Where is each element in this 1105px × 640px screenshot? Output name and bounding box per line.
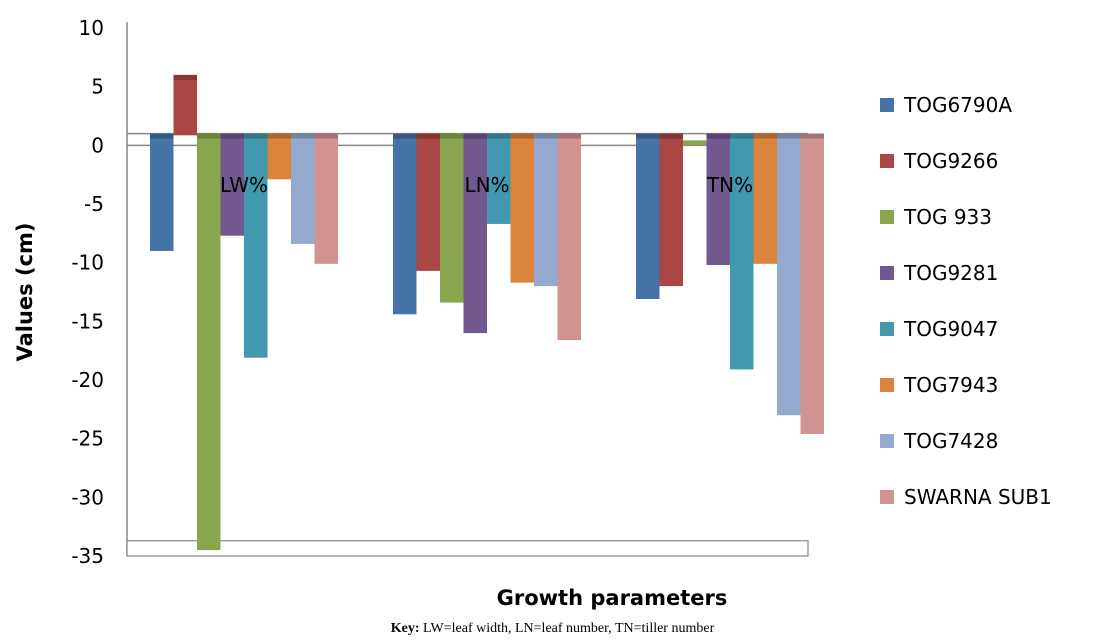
bar <box>777 133 801 416</box>
y-tick-label: 0 <box>91 133 104 157</box>
x-axis-title: Growth parameters <box>497 586 728 610</box>
legend-label: TOG 933 <box>903 205 992 229</box>
bar <box>314 133 338 264</box>
legend-label: TOG6790A <box>903 93 1012 117</box>
bar <box>487 133 511 224</box>
bar-top <box>487 133 511 139</box>
legend-swatch <box>880 490 894 504</box>
legend-swatch <box>880 210 894 224</box>
bar-top <box>197 133 221 139</box>
bar <box>244 133 268 358</box>
bar <box>683 140 707 146</box>
bar <box>706 133 730 266</box>
bar <box>267 133 291 180</box>
bar-top <box>510 133 534 139</box>
bar <box>416 133 440 271</box>
y-tick-label: -10 <box>71 251 104 275</box>
legend-swatch <box>880 154 894 168</box>
y-tick-label: -15 <box>71 309 104 333</box>
floor-wall <box>126 540 809 557</box>
bar-top <box>659 133 683 139</box>
bars <box>150 74 824 551</box>
bar <box>150 133 174 251</box>
figure-caption: Key: LW=leaf width, LN=leaf number, TN=t… <box>0 621 1105 637</box>
bar-top <box>244 133 268 139</box>
y-axis-ticks: 10 5 0 -5 -10 -15 -20 -25 -30 -35 <box>71 16 104 568</box>
legend-swatch <box>880 378 894 392</box>
bar <box>800 133 824 434</box>
bar <box>534 133 558 287</box>
bar <box>463 133 487 334</box>
y-tick-label: -20 <box>71 368 104 392</box>
bar-top <box>463 133 487 139</box>
legend-swatch <box>880 98 894 112</box>
bar <box>510 133 534 283</box>
bar-top <box>267 133 291 139</box>
bar-top <box>150 133 174 139</box>
bar-top <box>440 133 464 139</box>
category-label: LN% <box>464 173 509 197</box>
bar-top <box>706 133 730 139</box>
y-tick-label: -35 <box>71 544 104 568</box>
bar <box>393 133 417 315</box>
bar <box>173 74 197 136</box>
bar-top <box>291 133 315 139</box>
caption-key-label: Key: <box>390 621 420 636</box>
bar-top <box>416 133 440 139</box>
bar <box>636 133 660 300</box>
bar-top <box>800 133 824 139</box>
caption-key-text: LW=leaf width, LN=leaf number, TN=tiller… <box>419 621 715 636</box>
legend-label: TOG9047 <box>903 317 998 341</box>
bar <box>197 133 221 551</box>
y-tick-label: 5 <box>91 75 104 99</box>
bar <box>440 133 464 303</box>
y-tick-label: 10 <box>79 16 104 40</box>
bar-top <box>314 133 338 139</box>
bar <box>753 133 777 264</box>
bar <box>659 133 683 287</box>
legend-label: TOG9281 <box>903 261 998 285</box>
bar-top <box>730 133 754 139</box>
legend-label: TOG7428 <box>903 429 998 453</box>
bar-top <box>753 133 777 139</box>
bar-top <box>393 133 417 139</box>
legend-label: TOG7943 <box>903 373 998 397</box>
category-label: TN% <box>706 173 753 197</box>
y-axis-title: Values (cm) <box>13 222 37 361</box>
bar-top <box>636 133 660 139</box>
legend: TOG6790A TOG9266 TOG 933 TOG9281 TOG9047 TOG7… <box>880 93 1052 509</box>
category-label: LW% <box>220 173 268 197</box>
bar-top <box>777 133 801 139</box>
legend-swatch <box>880 266 894 280</box>
bar <box>291 133 315 244</box>
y-tick-label: -5 <box>84 192 104 216</box>
legend-swatch <box>880 434 894 448</box>
bar <box>730 133 754 370</box>
bar-top <box>557 133 581 139</box>
legend-label: SWARNA SUB1 <box>904 485 1052 509</box>
bar-top <box>534 133 558 139</box>
bar <box>220 133 244 236</box>
bar-top <box>173 74 197 80</box>
bar <box>557 133 581 341</box>
y-tick-label: -30 <box>71 485 104 509</box>
legend-label: TOG9266 <box>903 149 998 173</box>
bar-top <box>220 133 244 139</box>
y-tick-label: -25 <box>71 427 104 451</box>
category-labels: LW% LN% TN% <box>220 173 753 197</box>
legend-swatch <box>880 322 894 336</box>
